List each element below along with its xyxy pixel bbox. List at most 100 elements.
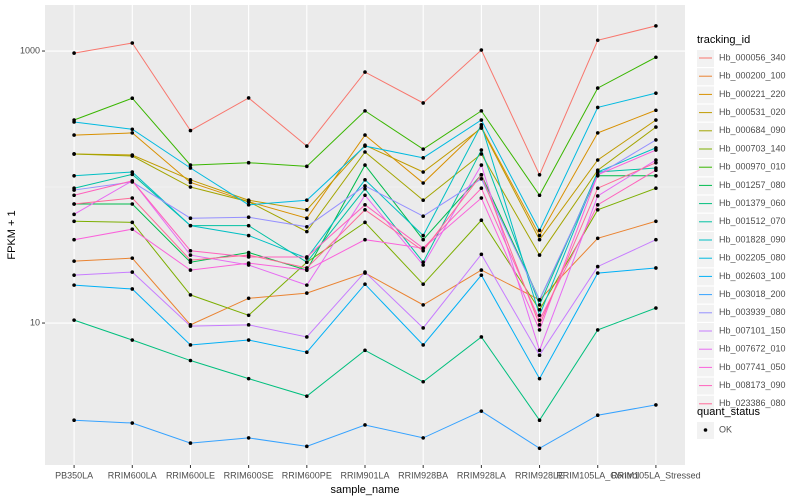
data-point (654, 158, 658, 162)
data-point (188, 358, 193, 363)
data-point (72, 173, 76, 178)
data-point (305, 291, 309, 295)
data-point (479, 268, 484, 272)
data-point (305, 350, 309, 355)
data-point (305, 144, 309, 148)
data-point (72, 188, 76, 192)
data-point (479, 152, 484, 156)
data-point (305, 198, 309, 203)
data-point (188, 178, 193, 182)
data-point (654, 108, 658, 113)
data-point (363, 163, 367, 167)
data-point (130, 287, 135, 291)
data-point (363, 423, 367, 427)
data-point (537, 298, 542, 302)
data-point (72, 418, 76, 423)
data-point (363, 282, 367, 286)
data-point (421, 198, 425, 203)
data-point (72, 133, 76, 137)
data-point (654, 125, 658, 129)
data-point (363, 144, 367, 148)
data-point (654, 219, 658, 224)
legend-title: quant_status (697, 406, 760, 418)
data-point (537, 348, 542, 353)
data-point (479, 186, 484, 191)
data-point (72, 120, 76, 124)
data-point (130, 202, 135, 206)
data-point (595, 328, 600, 332)
data-point (246, 338, 251, 342)
data-point (479, 109, 484, 113)
legend-label: Hb_007741_050 (719, 362, 786, 372)
data-point (305, 444, 309, 449)
data-point (305, 283, 309, 287)
data-point (130, 127, 135, 132)
data-point (246, 313, 251, 318)
data-point (595, 173, 600, 177)
data-point (421, 248, 425, 253)
data-point (654, 266, 658, 270)
data-point (595, 203, 600, 207)
data-point (479, 48, 484, 52)
legend-label: Hb_001828_090 (719, 234, 786, 244)
legend-label: Hb_002603_100 (719, 271, 786, 281)
data-point (188, 223, 193, 228)
data-point (654, 118, 658, 122)
data-point (130, 256, 135, 260)
data-point (72, 202, 76, 206)
x-tick-label: RRIM928LE (515, 470, 564, 480)
legend-label: Hb_023386_080 (719, 398, 786, 408)
legend-label: Hb_000970_010 (719, 162, 786, 172)
data-point (305, 164, 309, 169)
y-tick-label: 1000 (20, 45, 40, 55)
data-point (479, 122, 484, 127)
data-point (72, 51, 76, 55)
data-point (363, 184, 367, 188)
data-point (363, 348, 367, 353)
data-point (654, 237, 658, 242)
data-point (654, 24, 658, 28)
data-point (654, 55, 658, 60)
data-point (654, 91, 658, 95)
data-point (654, 306, 658, 310)
data-point (421, 181, 425, 185)
data-point (421, 233, 425, 238)
data-point (72, 193, 76, 198)
data-point (72, 152, 76, 156)
data-point (479, 148, 484, 152)
data-point (595, 186, 600, 191)
data-point (479, 252, 484, 257)
data-point (595, 131, 600, 135)
data-point (246, 233, 251, 238)
data-point (421, 282, 425, 286)
data-point (130, 96, 135, 100)
legend-title: tracking_id (697, 34, 750, 46)
data-point (363, 203, 367, 207)
data-point (537, 323, 542, 327)
data-point (130, 338, 135, 342)
data-point (479, 335, 484, 339)
data-point (479, 163, 484, 167)
legend-label: Hb_000200_100 (719, 71, 786, 81)
data-point (188, 441, 193, 445)
data-point (595, 236, 600, 241)
x-tick-label: RRIM928LA (457, 470, 506, 480)
data-point (130, 220, 135, 225)
data-point (595, 271, 600, 275)
data-point (537, 303, 542, 307)
data-point (537, 418, 542, 423)
y-axis-title: FPKM + 1 (6, 210, 18, 259)
data-point (363, 178, 367, 182)
data-point (246, 203, 251, 207)
data-point (595, 264, 600, 269)
data-point (363, 70, 367, 74)
legend-label: Hb_000221_220 (719, 89, 786, 99)
data-point (421, 260, 425, 265)
data-point (537, 328, 542, 332)
data-point (595, 170, 600, 174)
legend-label: Hb_001379_060 (719, 198, 786, 208)
data-point (363, 270, 367, 274)
data-point (595, 105, 600, 110)
data-point (246, 436, 251, 440)
data-point (479, 196, 484, 200)
